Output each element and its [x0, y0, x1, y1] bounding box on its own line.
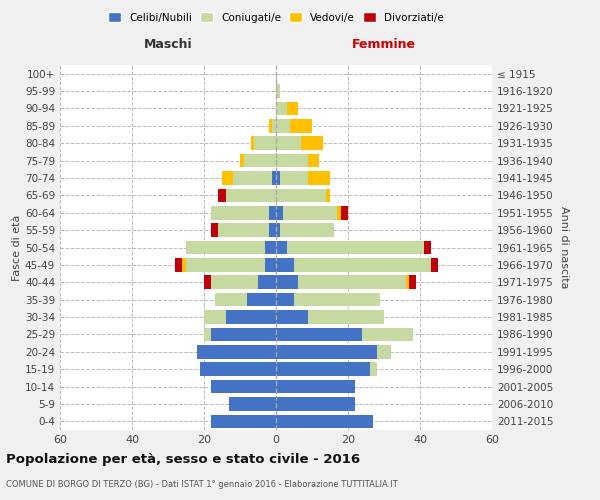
Bar	[204, 310, 226, 324]
Bar	[186, 240, 265, 254]
Text: Femmine: Femmine	[352, 38, 416, 51]
Bar	[272, 119, 276, 132]
Bar	[362, 328, 413, 341]
Bar	[211, 206, 269, 220]
Y-axis label: Fasce di età: Fasce di età	[12, 214, 22, 280]
Bar	[211, 414, 276, 428]
Bar	[276, 188, 326, 202]
Bar	[265, 258, 276, 272]
Bar	[276, 276, 298, 289]
Bar	[211, 380, 276, 394]
Bar	[301, 136, 323, 150]
Bar	[175, 258, 182, 272]
Bar	[211, 276, 258, 289]
Bar	[287, 240, 424, 254]
Bar	[276, 84, 280, 98]
Bar	[370, 362, 377, 376]
Bar	[276, 258, 294, 272]
Bar	[276, 171, 280, 185]
Bar	[276, 136, 301, 150]
Bar	[269, 206, 276, 220]
Bar	[200, 362, 276, 376]
Text: COMUNE DI BORGO DI TERZO (BG) - Dati ISTAT 1° gennaio 2016 - Elaborazione TUTTIT: COMUNE DI BORGO DI TERZO (BG) - Dati IST…	[6, 480, 398, 489]
Bar	[276, 240, 287, 254]
Bar	[276, 380, 355, 394]
Bar	[276, 206, 283, 220]
Bar	[218, 188, 226, 202]
Bar	[276, 362, 370, 376]
Bar	[337, 206, 341, 220]
Bar	[406, 276, 409, 289]
Bar	[276, 119, 290, 132]
Bar	[276, 224, 280, 237]
Bar	[272, 171, 276, 185]
Bar	[308, 310, 384, 324]
Bar	[247, 293, 276, 306]
Bar	[276, 310, 308, 324]
Bar	[186, 258, 265, 272]
Bar	[276, 154, 308, 168]
Bar	[182, 258, 186, 272]
Bar	[424, 240, 431, 254]
Bar	[254, 136, 276, 150]
Bar	[211, 328, 276, 341]
Bar	[409, 276, 416, 289]
Bar	[276, 414, 373, 428]
Bar	[308, 154, 319, 168]
Bar	[276, 102, 287, 115]
Bar	[211, 224, 218, 237]
Legend: Celibi/Nubili, Coniugati/e, Vedovi/e, Divorziati/e: Celibi/Nubili, Coniugati/e, Vedovi/e, Di…	[104, 8, 448, 26]
Bar	[215, 293, 247, 306]
Bar	[251, 136, 254, 150]
Bar	[341, 206, 348, 220]
Bar	[276, 328, 362, 341]
Bar	[276, 397, 355, 410]
Bar	[431, 258, 438, 272]
Bar	[204, 328, 211, 341]
Bar	[197, 345, 276, 358]
Bar	[276, 293, 294, 306]
Bar	[269, 119, 272, 132]
Bar	[294, 293, 380, 306]
Text: Maschi: Maschi	[143, 38, 193, 51]
Bar	[204, 276, 211, 289]
Bar	[258, 276, 276, 289]
Bar	[276, 345, 377, 358]
Bar	[218, 224, 269, 237]
Bar	[269, 224, 276, 237]
Text: Popolazione per età, sesso e stato civile - 2016: Popolazione per età, sesso e stato civil…	[6, 452, 360, 466]
Bar	[244, 154, 276, 168]
Bar	[377, 345, 391, 358]
Bar	[290, 119, 312, 132]
Bar	[280, 171, 308, 185]
Y-axis label: Anni di nascita: Anni di nascita	[559, 206, 569, 289]
Bar	[294, 258, 431, 272]
Bar	[280, 224, 334, 237]
Bar	[226, 310, 276, 324]
Bar	[233, 171, 272, 185]
Bar	[326, 188, 330, 202]
Bar	[229, 397, 276, 410]
Bar	[265, 240, 276, 254]
Bar	[308, 171, 330, 185]
Bar	[240, 154, 244, 168]
Bar	[287, 102, 298, 115]
Bar	[226, 188, 276, 202]
Bar	[222, 171, 233, 185]
Bar	[298, 276, 406, 289]
Bar	[283, 206, 337, 220]
